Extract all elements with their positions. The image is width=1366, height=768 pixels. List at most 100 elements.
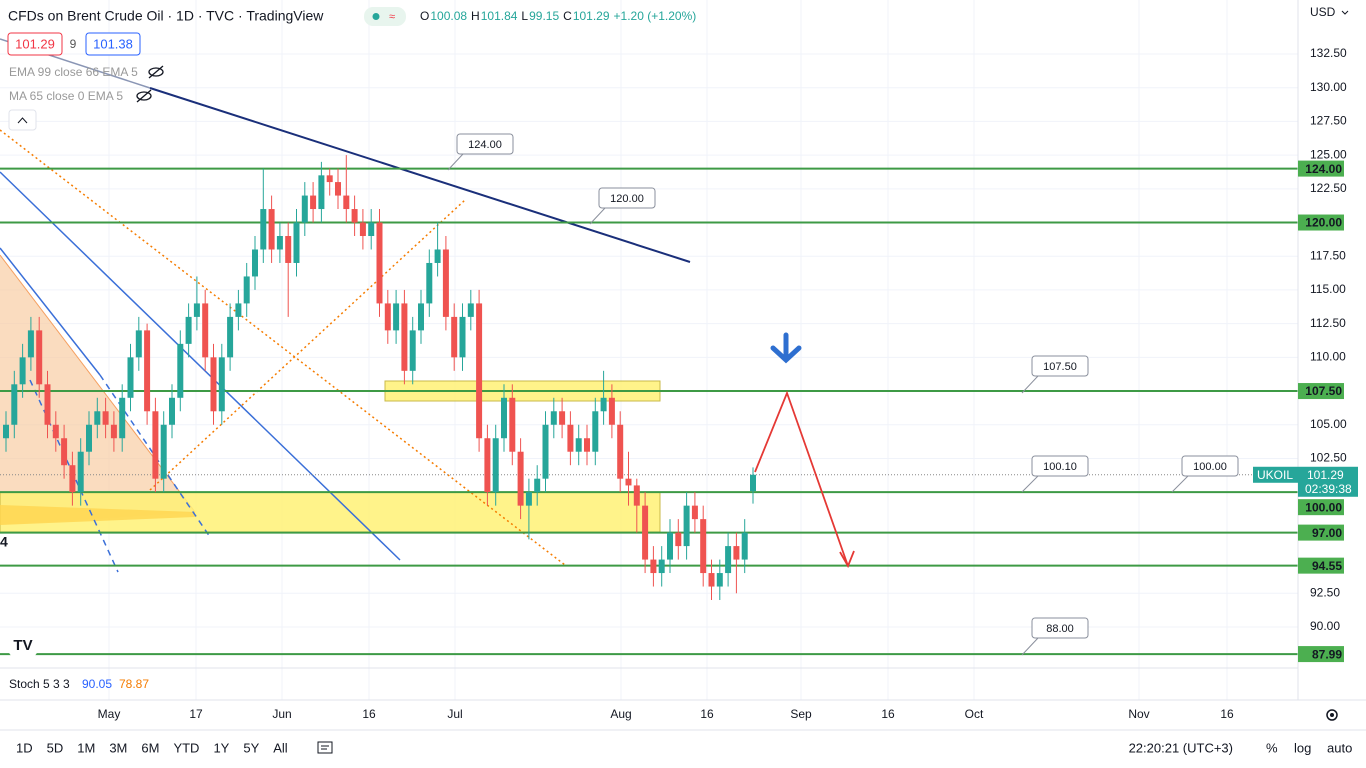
logo: TV bbox=[13, 637, 32, 654]
price-tick-label: 102.50 bbox=[1310, 451, 1347, 465]
interval-button[interactable]: 1M bbox=[77, 740, 95, 755]
candle-body bbox=[567, 424, 574, 452]
candle-body bbox=[741, 532, 748, 560]
time-tick-label: 16 bbox=[700, 707, 714, 721]
level-label: 100.00 bbox=[1305, 500, 1342, 514]
candle-body bbox=[550, 411, 557, 425]
ohlc-value: 100.08 bbox=[430, 9, 467, 23]
interval-button[interactable]: 5D bbox=[47, 740, 64, 755]
candle-body bbox=[185, 316, 192, 344]
candle-body bbox=[401, 303, 408, 371]
spread: 9 bbox=[70, 37, 77, 51]
level-label: 87.99 bbox=[1312, 647, 1342, 661]
scale-option[interactable]: log bbox=[1294, 740, 1311, 755]
candle-body bbox=[301, 195, 308, 223]
candle-body bbox=[243, 276, 250, 304]
market-status[interactable] bbox=[364, 7, 406, 26]
candle-body bbox=[3, 424, 9, 439]
interval-button[interactable]: 1Y bbox=[213, 740, 229, 755]
channel-line bbox=[149, 199, 466, 491]
interval-button[interactable]: 6M bbox=[141, 740, 159, 755]
candle-body bbox=[476, 303, 483, 439]
interval-button[interactable]: 3M bbox=[109, 740, 127, 755]
candle-body bbox=[77, 451, 84, 493]
interval-button[interactable]: 1D bbox=[16, 740, 33, 755]
candle-body bbox=[708, 573, 715, 587]
candle-body bbox=[750, 474, 756, 492]
last-price: 101.29 bbox=[1307, 468, 1344, 482]
candle-body bbox=[335, 182, 341, 196]
candle-body bbox=[318, 175, 325, 210]
candle-body bbox=[575, 438, 582, 452]
callout-box bbox=[1031, 617, 1089, 639]
buy-button[interactable] bbox=[85, 32, 141, 56]
sell-button[interactable] bbox=[7, 32, 63, 56]
callout-pointer bbox=[1021, 637, 1039, 656]
interval-button[interactable]: All bbox=[273, 740, 288, 755]
price-tick-label: 130.00 bbox=[1310, 80, 1347, 94]
price-tick-label: 110.00 bbox=[1310, 350, 1346, 364]
candle-body bbox=[418, 303, 424, 331]
candle-body bbox=[359, 222, 366, 237]
time-tick-label: Oct bbox=[965, 707, 984, 721]
ask-price: 101.38 bbox=[93, 36, 133, 51]
collapse-button[interactable] bbox=[8, 109, 37, 131]
level-label: 120.00 bbox=[1305, 216, 1342, 230]
time-tick-label: Sep bbox=[790, 707, 812, 721]
candle-body bbox=[376, 222, 383, 304]
compare-icon[interactable] bbox=[317, 741, 333, 754]
candle-body bbox=[69, 465, 76, 493]
status-dot bbox=[372, 13, 380, 20]
stoch-d: 78.87 bbox=[119, 677, 149, 691]
candle-body bbox=[368, 222, 375, 237]
callout-box bbox=[1031, 355, 1089, 377]
stoch-k: 90.05 bbox=[82, 677, 112, 691]
scale-option[interactable]: % bbox=[1266, 740, 1278, 755]
level-label-bg bbox=[1298, 499, 1344, 516]
ohlc-key: C bbox=[563, 9, 572, 23]
last-price-bg bbox=[1298, 466, 1358, 497]
candle-body bbox=[210, 357, 217, 412]
level-label-bg bbox=[1298, 557, 1344, 574]
interval-button[interactable]: YTD bbox=[173, 740, 199, 755]
time-tick-label: 16 bbox=[881, 707, 895, 721]
callout-label: 120.00 bbox=[610, 193, 644, 205]
candle-body bbox=[434, 249, 441, 263]
time-tick-label: 17 bbox=[189, 707, 203, 721]
candle-body bbox=[459, 316, 466, 358]
ohlc-key: O bbox=[420, 9, 429, 23]
candle-body bbox=[451, 316, 458, 358]
hide-icons[interactable] bbox=[136, 65, 164, 103]
candle-body bbox=[276, 236, 283, 250]
settings-icon[interactable] bbox=[1326, 709, 1338, 721]
scale-option[interactable]: auto bbox=[1327, 740, 1352, 755]
symbol-label: UKOIL bbox=[1257, 468, 1293, 482]
levels bbox=[0, 167, 1298, 656]
callout-label: 100.00 bbox=[1193, 461, 1227, 473]
candle-body bbox=[625, 478, 632, 486]
candle-body bbox=[27, 330, 34, 358]
interval-button[interactable]: 5Y bbox=[243, 740, 259, 755]
candle-body bbox=[202, 303, 209, 358]
side-mark: 4 bbox=[0, 534, 8, 550]
candle-body bbox=[384, 303, 391, 331]
candle-body bbox=[193, 303, 200, 317]
ohlc-key: H bbox=[471, 9, 480, 23]
candle-body bbox=[343, 195, 350, 210]
candle-body bbox=[351, 209, 358, 223]
callouts: 124.00 120.00 107.50 100.10 100.00 88.00 bbox=[447, 133, 1239, 656]
ohlc-change: +1.20 (+1.20%) bbox=[614, 9, 697, 23]
callout-pointer bbox=[1021, 375, 1039, 394]
candle-body bbox=[19, 357, 26, 385]
candle-body bbox=[110, 424, 117, 439]
price-tick-label: 105.00 bbox=[1310, 417, 1347, 431]
candle-body bbox=[11, 384, 18, 425]
callout-label: 88.00 bbox=[1046, 623, 1074, 635]
time-tick-label: Jun bbox=[272, 707, 291, 721]
currency[interactable]: USD bbox=[1310, 5, 1336, 19]
candle-body bbox=[716, 573, 723, 587]
candle-body bbox=[177, 343, 184, 398]
candle-body bbox=[584, 438, 590, 452]
logo-bg bbox=[7, 629, 39, 661]
